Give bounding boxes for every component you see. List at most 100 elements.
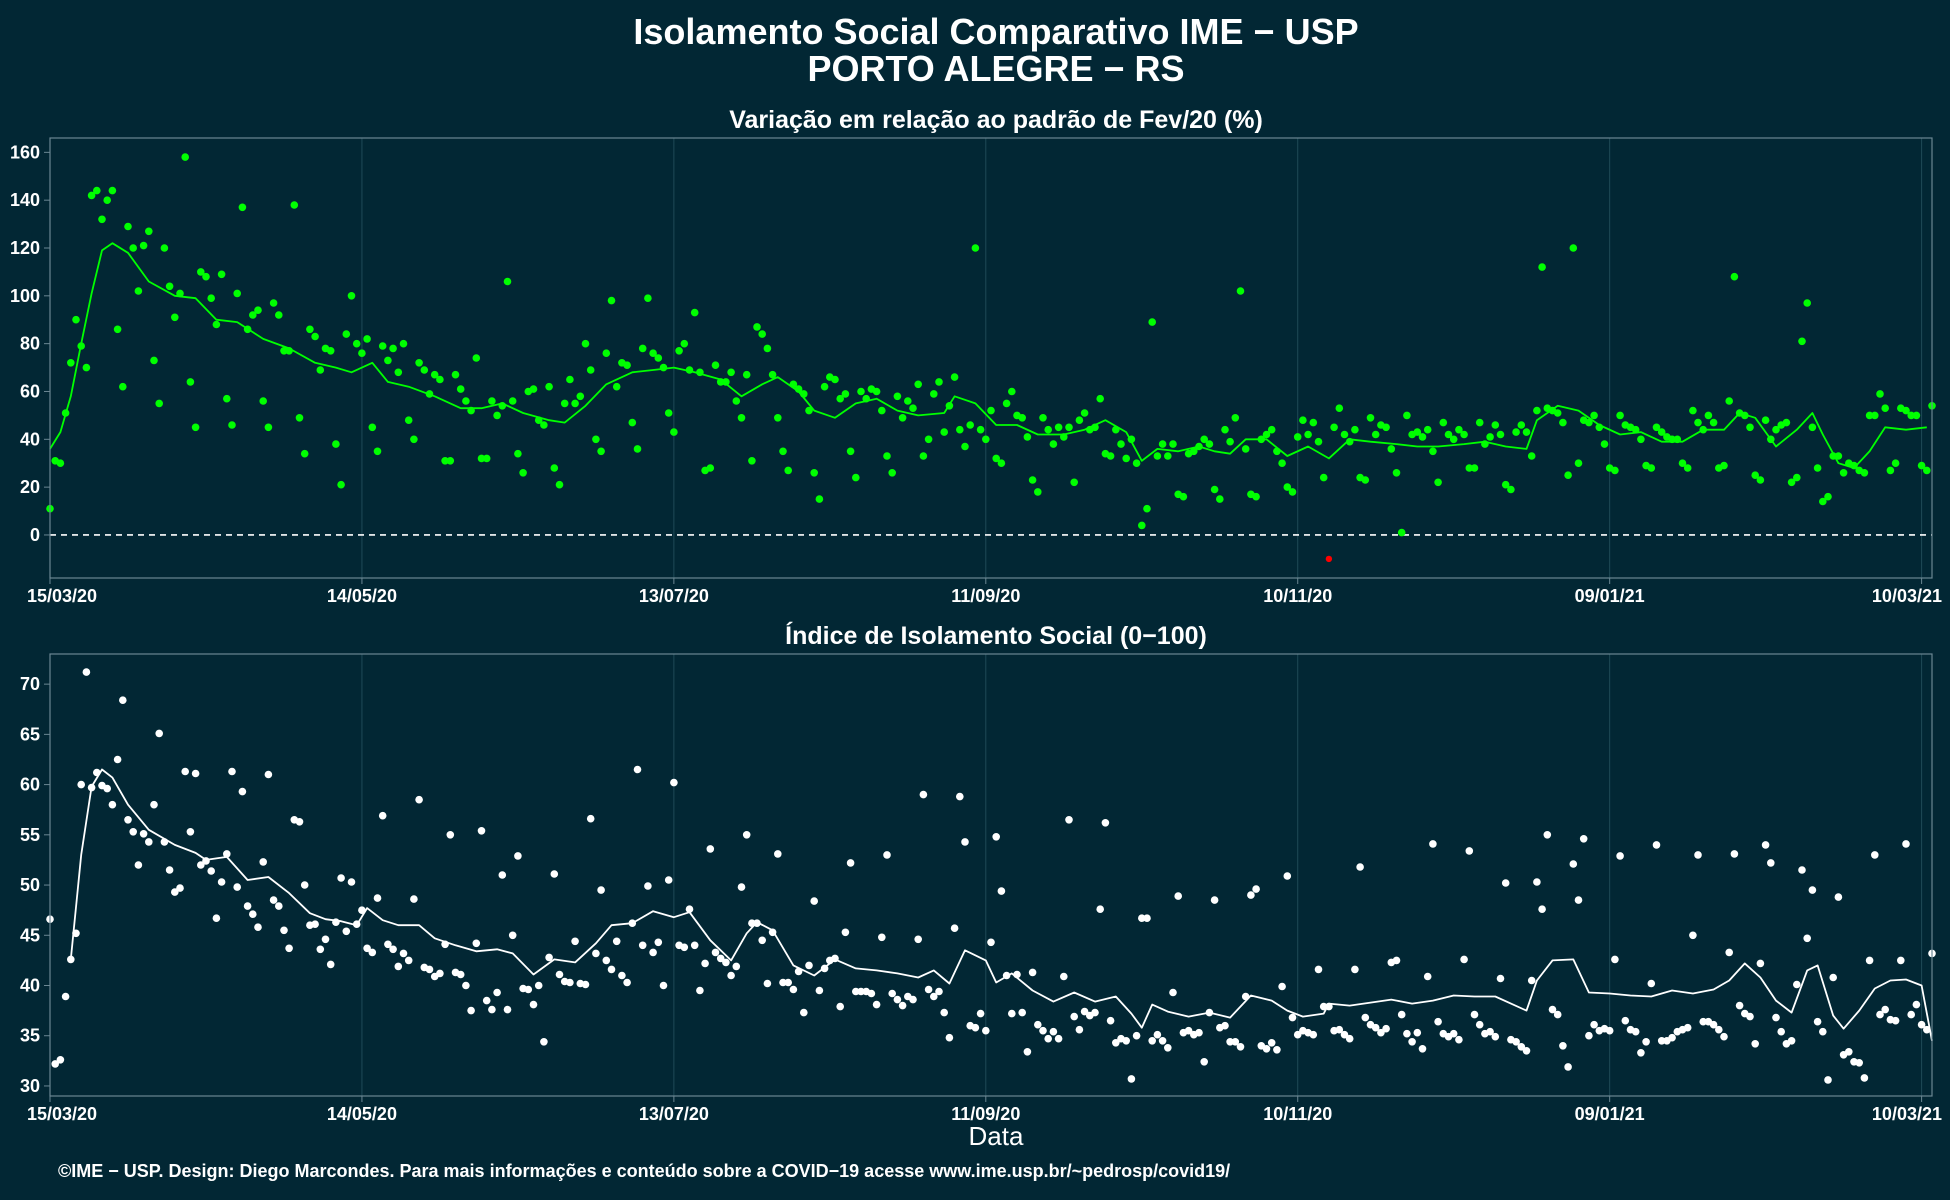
- data-point: [1273, 1046, 1281, 1054]
- data-point: [410, 895, 418, 903]
- data-point: [758, 936, 766, 945]
- data-point: [290, 201, 299, 209]
- data-point: [103, 196, 111, 204]
- data-point: [1839, 469, 1848, 477]
- data-point: [347, 878, 356, 886]
- data-point: [363, 944, 371, 953]
- data-point: [212, 320, 221, 329]
- data-point: [514, 852, 522, 860]
- data-point: [976, 425, 985, 434]
- data-point: [1777, 1027, 1785, 1036]
- data-point: [228, 767, 236, 776]
- data-point: [337, 480, 345, 489]
- data-point: [654, 354, 663, 362]
- data-point: [1553, 409, 1562, 417]
- data-point: [316, 945, 325, 954]
- data-point: [560, 399, 569, 408]
- data-point: [384, 356, 392, 365]
- data-point: [1579, 835, 1588, 843]
- data-point: [202, 272, 210, 281]
- x-tick-label: 10/11/20: [1263, 586, 1332, 606]
- data-point: [1226, 437, 1234, 446]
- data-point: [1605, 1026, 1614, 1035]
- data-point: [1148, 1037, 1156, 1045]
- data-point: [846, 859, 855, 867]
- data-point: [1267, 425, 1276, 434]
- moving-average-line: [49, 242, 1927, 469]
- data-point: [753, 323, 761, 331]
- data-point: [706, 845, 715, 853]
- data-point: [51, 1060, 59, 1068]
- data-point: [1065, 816, 1073, 824]
- data-point: [326, 960, 335, 969]
- y-tick-label: 20: [20, 477, 40, 497]
- data-point: [805, 961, 813, 970]
- data-point: [1709, 418, 1718, 427]
- data-point: [976, 1009, 985, 1018]
- data-point: [269, 896, 278, 904]
- data-point: [1106, 452, 1115, 460]
- data-point: [1912, 1000, 1921, 1009]
- data-point: [1283, 483, 1292, 491]
- data-point: [982, 1026, 990, 1035]
- data-point: [1158, 1037, 1167, 1045]
- data-point: [373, 894, 382, 902]
- data-point: [1600, 440, 1609, 448]
- data-point: [997, 459, 1006, 468]
- data-point: [1018, 414, 1026, 422]
- data-point: [961, 838, 969, 846]
- x-tick-label: 10/03/21: [1872, 1104, 1942, 1124]
- x-tick-label: 09/01/21: [1575, 586, 1645, 606]
- data-point: [1907, 411, 1915, 420]
- data-point: [171, 313, 179, 322]
- y-tick-label: 40: [20, 976, 40, 996]
- data-point: [571, 937, 579, 946]
- data-point: [935, 987, 943, 996]
- y-tick-label: 140: [10, 190, 40, 210]
- data-point: [1345, 1034, 1354, 1043]
- data-point: [924, 435, 933, 444]
- data-point: [1793, 473, 1801, 482]
- bottom-panel-title: Índice de Isolamento Social (0−100): [785, 621, 1207, 650]
- data-point: [1678, 459, 1687, 468]
- data-point: [555, 480, 564, 489]
- data-point: [1616, 852, 1624, 860]
- data-point: [1195, 1028, 1203, 1037]
- data-point: [1351, 965, 1359, 974]
- data-point: [586, 814, 595, 823]
- data-point: [1403, 411, 1411, 420]
- data-point: [1465, 847, 1474, 855]
- data-point: [139, 241, 148, 250]
- data-point: [1819, 497, 1827, 506]
- data-point: [1382, 1024, 1390, 1033]
- data-point: [1486, 1027, 1494, 1036]
- data-point: [295, 414, 304, 422]
- data-point: [1730, 272, 1739, 281]
- data-point: [1075, 416, 1084, 425]
- data-point: [545, 382, 553, 391]
- data-point: [935, 378, 943, 386]
- data-point: [165, 866, 174, 874]
- data-point: [1512, 1038, 1520, 1046]
- data-point: [1429, 447, 1437, 456]
- y-tick-label: 45: [20, 925, 40, 945]
- data-point: [404, 416, 413, 425]
- data-point: [249, 311, 257, 319]
- data-point: [1486, 433, 1494, 441]
- data-point: [1689, 406, 1697, 415]
- data-point: [623, 361, 631, 370]
- data-point: [472, 354, 481, 362]
- data-point: [1096, 394, 1104, 403]
- data-point: [1335, 1025, 1344, 1034]
- data-point: [1538, 263, 1546, 271]
- data-point: [1096, 905, 1104, 913]
- data-point: [607, 296, 616, 305]
- data-point: [1091, 1008, 1099, 1017]
- data-point: [472, 939, 481, 948]
- data-point: [1527, 976, 1536, 985]
- data-point: [1891, 1016, 1900, 1025]
- data-point: [1034, 1020, 1042, 1029]
- data-point: [56, 459, 65, 468]
- data-point: [1564, 471, 1572, 480]
- data-point: [1559, 1042, 1567, 1050]
